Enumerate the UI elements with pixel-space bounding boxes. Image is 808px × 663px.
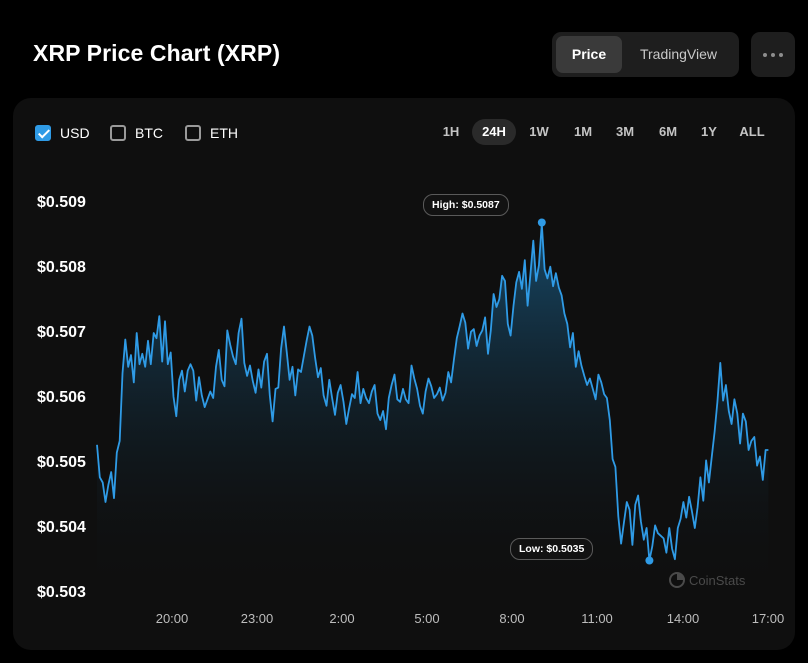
checkbox-checked-icon	[35, 125, 51, 141]
price-area	[97, 223, 769, 594]
y-tick-label: $0.505	[37, 454, 86, 471]
price-line	[96, 222, 769, 562]
coinstats-logo-icon	[669, 572, 685, 588]
watermark: CoinStats	[669, 572, 745, 588]
x-tick-label: 23:00	[240, 611, 274, 626]
x-tick-label: 5:00	[414, 611, 440, 626]
low-point-marker[interactable]	[645, 556, 654, 565]
chart-card: USD BTC ETH 1H 24H 1W 1M 3M 6M 1Y ALL $0…	[13, 98, 795, 650]
range-all-button[interactable]: ALL	[739, 124, 765, 139]
more-button[interactable]	[751, 32, 795, 77]
checkbox-unchecked-icon	[110, 125, 126, 141]
view-toggle: Price TradingView	[552, 32, 739, 77]
y-tick-label: $0.509	[37, 194, 86, 211]
currency-label: ETH	[210, 125, 238, 141]
currency-eth-checkbox[interactable]: ETH	[185, 122, 238, 144]
x-tick-label: 2:00	[329, 611, 355, 626]
y-tick-label: $0.504	[37, 519, 86, 536]
range-3m-button[interactable]: 3M	[615, 124, 635, 139]
more-horizontal-icon	[763, 53, 767, 57]
tradingview-tab[interactable]: TradingView	[639, 46, 718, 62]
range-1h-button[interactable]: 1H	[442, 124, 460, 139]
range-6m-button[interactable]: 6M	[658, 124, 678, 139]
currency-btc-checkbox[interactable]: BTC	[110, 122, 163, 144]
currency-label: USD	[60, 125, 90, 141]
more-horizontal-icon-dot	[771, 53, 775, 57]
high-tooltip: High: $0.5087	[423, 194, 509, 216]
x-tick-label: 20:00	[155, 611, 189, 626]
watermark-text: CoinStats	[689, 572, 746, 588]
y-tick-label: $0.507	[37, 324, 86, 341]
x-tick-label: 14:00	[666, 611, 700, 626]
range-24h-button[interactable]: 24H	[472, 119, 516, 145]
more-horizontal-icon-dot	[779, 53, 783, 57]
x-tick-label: 8:00	[499, 611, 525, 626]
high-point-marker[interactable]	[537, 218, 546, 227]
x-tick-label: 17:00	[751, 611, 785, 626]
page-title: XRP Price Chart (XRP)	[33, 40, 281, 66]
price-tab[interactable]: Price	[556, 36, 622, 73]
y-tick-label: $0.506	[37, 389, 86, 406]
y-tick-label: $0.508	[37, 259, 86, 276]
currency-label: BTC	[135, 125, 163, 141]
range-1w-button[interactable]: 1W	[529, 124, 549, 139]
price-chart-svg	[96, 218, 769, 594]
low-tooltip: Low: $0.5035	[510, 538, 594, 560]
currency-usd-checkbox[interactable]: USD	[35, 122, 90, 144]
range-1y-button[interactable]: 1Y	[701, 124, 717, 139]
y-tick-label: $0.503	[37, 584, 86, 601]
range-1m-button[interactable]: 1M	[573, 124, 593, 139]
x-tick-label: 11:00	[581, 611, 613, 626]
checkbox-unchecked-icon	[185, 125, 201, 141]
